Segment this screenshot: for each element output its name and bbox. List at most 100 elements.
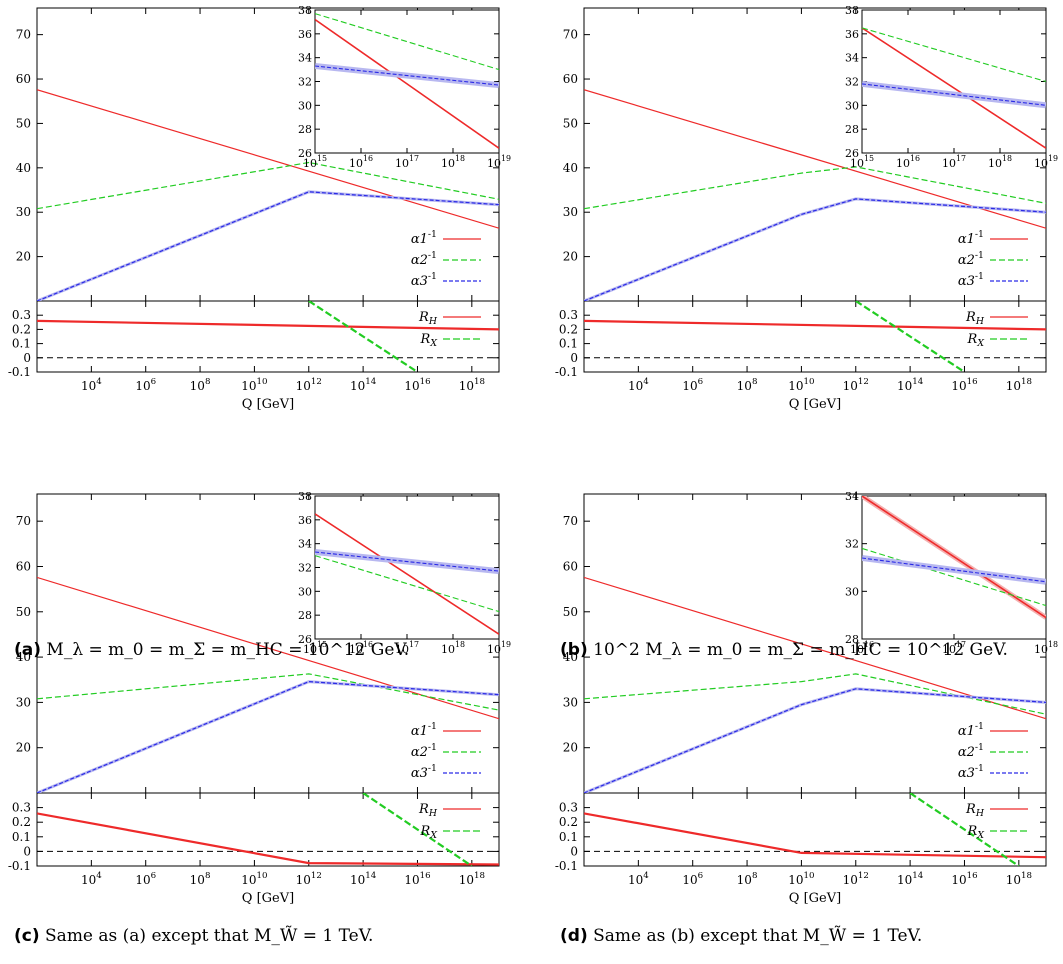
y-tick-label: -0.1: [8, 365, 31, 379]
inset-x-tick-label: 1017: [395, 640, 419, 656]
inset-y-tick-label: 30: [298, 585, 312, 598]
y-tick-label: 70: [16, 28, 31, 42]
y-tick-label: 30: [16, 205, 31, 219]
y-tick-label: 0: [23, 351, 31, 365]
series-line-RH: [37, 812, 499, 866]
y-tick-label: 0.2: [559, 815, 578, 829]
y-tick-label: 20: [563, 250, 578, 264]
series-line-alpha1: [37, 89, 499, 229]
legend-label: α2-1: [958, 742, 984, 760]
inset-series: [315, 13, 499, 149]
y-tick-label: 0.1: [559, 337, 578, 351]
x-tick-label: 108: [190, 871, 211, 887]
x-tick-label: 104: [628, 871, 649, 887]
legend-label: α3-1: [411, 763, 437, 781]
series-line-alpha2: [37, 161, 499, 210]
x-tick-label: 1012: [843, 377, 869, 393]
upper-series: [584, 576, 1046, 793]
y-tick-label: 60: [16, 72, 31, 86]
y-tick-label: -0.1: [555, 365, 578, 379]
inset-y-tick-label: 28: [845, 633, 859, 646]
series-line-RH: [584, 319, 1046, 331]
lower-frame: [36, 792, 500, 867]
panel-a: 104 106 108 1010 1012 1014 1016 1018 Q [GeV] 20 30…: [8, 4, 511, 412]
series-line-alpha3: [584, 198, 1046, 301]
inset-y-tick-label: 26: [845, 147, 859, 160]
x-tick-label: 1010: [241, 871, 267, 887]
x-tick-label: 1012: [296, 377, 322, 393]
x-tick-label: 108: [190, 377, 211, 393]
x-tick-label: 104: [81, 377, 102, 393]
series-line-alpha1: [584, 89, 1046, 229]
series-line-RX: [308, 301, 419, 372]
legend-label: RX: [420, 332, 438, 349]
inset-x-tick-label: 1016: [349, 154, 373, 170]
inset-x-tick-label: 1018: [988, 154, 1012, 170]
inset-series-line-alpha2: [862, 547, 1046, 607]
caption-c-tag: (c): [14, 926, 40, 946]
x-tick-label: 104: [81, 871, 102, 887]
caption-b-text: 10^2 M_λ = m_0 = m_Σ = m_HC = 10^12 GeV.: [593, 640, 1008, 660]
y-tick-label: 70: [563, 514, 578, 528]
x-axis-title: Q [GeV]: [789, 891, 841, 906]
inset-x-tick-label: 1018: [1034, 640, 1058, 656]
x-tick-label: 106: [135, 871, 156, 887]
inset-x-tick-label: 1016: [896, 154, 920, 170]
y-tick-label: 60: [16, 559, 31, 573]
lower-series: [584, 301, 1046, 372]
x-axis-title: Q [GeV]: [789, 397, 841, 412]
upper-series: [37, 89, 499, 301]
inset-y-tick-label: 38: [845, 4, 859, 17]
series-line-alpha2: [584, 673, 1046, 715]
x-tick-label: 108: [737, 377, 758, 393]
inset-series-line-alpha2: [315, 13, 499, 71]
y-tick-label: 50: [563, 116, 578, 130]
legend-label: RX: [967, 332, 985, 349]
x-tick-label: 1014: [350, 871, 377, 887]
y-tick-label: 50: [16, 605, 31, 619]
y-tick-label: 20: [16, 250, 31, 264]
inset-x-tick-label: 1017: [395, 154, 419, 170]
caption-a: (a) M_λ = m_0 = m_Σ = m_HC = 10^12 GeV.: [14, 640, 409, 660]
inset-frame: [861, 9, 1047, 154]
inset: 1015 1016 1017 1018 1019 26 28 30 32 34 36 38: [298, 4, 511, 170]
inset-series: [315, 513, 499, 635]
y-tick-label: 0.3: [12, 308, 31, 322]
series-line-RH: [37, 319, 499, 331]
inset-x-tick-label: 1017: [942, 640, 966, 656]
panel-c: 104 106 108 1010 1012 1014 1016 1018 Q [GeV] 20 30…: [8, 490, 511, 906]
legend-label: RX: [967, 824, 985, 841]
y-tick-label: 40: [16, 161, 31, 175]
inset-y-tick-label: 34: [298, 538, 312, 551]
inset-x-tick-label: 1016: [850, 640, 874, 656]
alpha3-band: [584, 687, 1046, 793]
inset-y-tick-label: 36: [298, 28, 312, 41]
y-tick-label: 0.1: [12, 830, 31, 844]
x-tick-label: 1010: [241, 377, 267, 393]
inset-x-tick-label: 1018: [441, 154, 465, 170]
y-tick-label: 0.3: [559, 308, 578, 322]
inset: 1015 1016 1017 1018 1019 26 28 30 32 34 36 38: [845, 4, 1058, 170]
x-tick-label: 1014: [897, 871, 924, 887]
x-tick-label: 1012: [296, 871, 322, 887]
caption-b: (b) 10^2 M_λ = m_0 = m_Σ = m_HC = 10^12 …: [560, 640, 1008, 660]
lower-series: [37, 793, 499, 866]
caption-c: (c) Same as (a) except that M_W̃ = 1 TeV…: [14, 926, 373, 946]
y-tick-label: 0: [570, 351, 578, 365]
upper-series: [37, 576, 499, 793]
inset-y-tick-label: 34: [845, 490, 859, 503]
y-tick-label: 70: [563, 28, 578, 42]
inset-y-tick-label: 36: [845, 28, 859, 41]
legend-label: α1-1: [958, 721, 984, 739]
caption-d-text: Same as (b) except that M_W̃ = 1 TeV.: [593, 926, 923, 946]
y-tick-label: 20: [563, 741, 578, 755]
inset-series-line-alpha2: [315, 555, 499, 613]
legend-label: RH: [418, 310, 438, 327]
legend-label: α1-1: [958, 229, 984, 247]
caption-d: (d) Same as (b) except that M_W̃ = 1 TeV…: [560, 926, 922, 946]
lower-frame: [583, 300, 1047, 373]
x-tick-label: 1012: [843, 871, 869, 887]
y-tick-label: 40: [563, 161, 578, 175]
y-tick-label: 0.2: [559, 322, 578, 336]
inset-x-tick-label: 1018: [441, 640, 465, 656]
